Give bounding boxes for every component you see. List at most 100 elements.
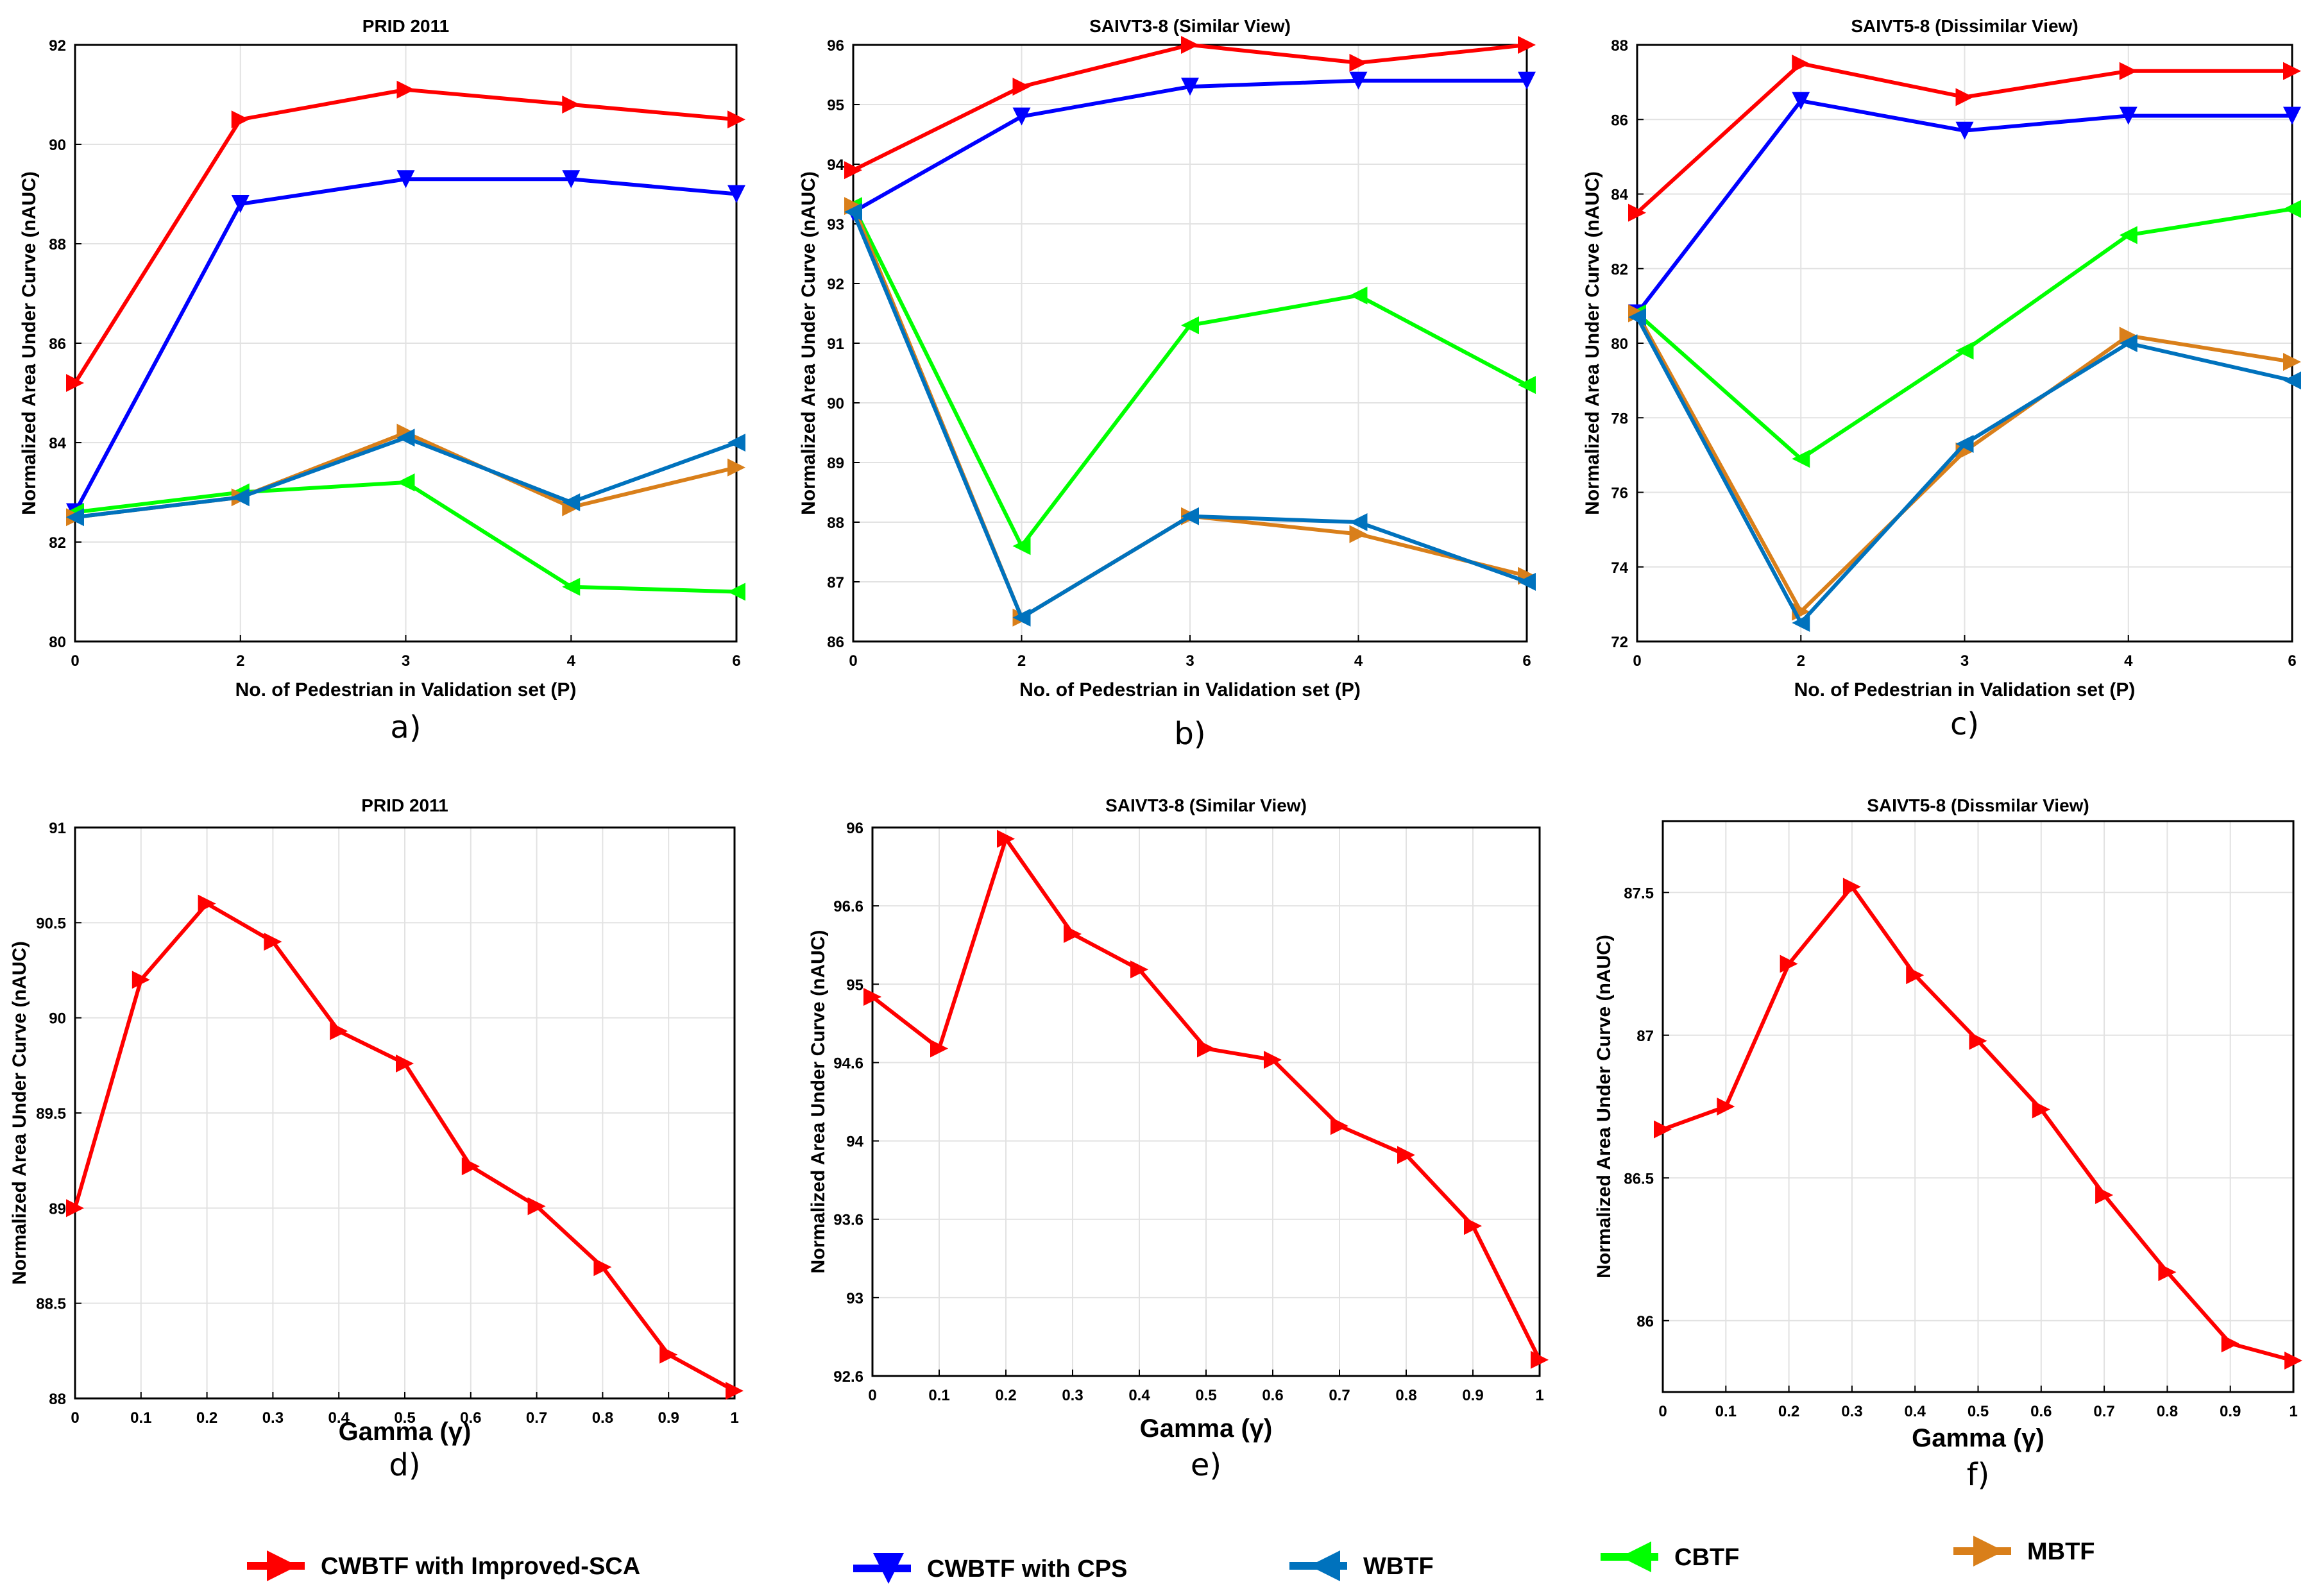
x-tick-label: 1 (1535, 1387, 1543, 1404)
x-tick-label: 0.5 (1968, 1403, 1989, 1420)
y-tick-label: 92 (49, 37, 66, 55)
x-tick-label: 3 (402, 652, 410, 670)
data-point-cbtf (396, 473, 415, 491)
data-point-cwbtf_sca (2221, 1334, 2240, 1353)
legend-label-cbtf: CBTF (1674, 1544, 1739, 1571)
x-tick-label: 0.5 (394, 1409, 415, 1427)
y-tick-label: 82 (49, 534, 66, 552)
data-point-cwbtf_sca (1969, 1031, 1987, 1050)
data-point-cbtf (2119, 226, 2138, 244)
data-point-cwbtf_sca (1842, 878, 1861, 896)
data-point-cwbtf_sca (1264, 1051, 1282, 1069)
y-axis-label: Normalized Area Under Curve (nAUC) (1594, 935, 1615, 1278)
y-axis-label: Normalized Area Under Curve (nAUC) (9, 941, 30, 1285)
panel-label: f) (1967, 1457, 1990, 1493)
data-point-cwbtf_cps (2119, 106, 2138, 125)
y-tick-label: 74 (1611, 559, 1628, 577)
data-point-cwbtf_sca (1531, 1350, 1549, 1369)
data-point-wbtf (562, 493, 581, 511)
data-point-cwbtf_cps (2283, 106, 2301, 125)
x-tick-label: 0.3 (262, 1409, 284, 1427)
data-point-cwbtf_sca (1397, 1146, 1415, 1164)
x-tick-label: 0.3 (1841, 1403, 1862, 1420)
x-tick-label: 0.2 (196, 1409, 217, 1427)
panel-label: b) (1174, 716, 1205, 752)
panel-label: c) (1950, 706, 1979, 742)
x-tick-label: 0.5 (1195, 1387, 1216, 1404)
y-tick-label: 78 (1611, 410, 1628, 427)
data-point-cwbtf_sca (1181, 36, 1199, 54)
data-point-cwbtf_cps (1518, 71, 1536, 90)
x-axis-label: Gamma (γ) (1140, 1414, 1273, 1443)
y-tick-label: 93 (827, 216, 844, 233)
legend-label-mbtf: MBTF (2027, 1538, 2095, 1565)
x-tick-label: 0.3 (1062, 1387, 1083, 1404)
data-point-cwbtf_sca (1906, 966, 1925, 985)
data-point-cwbtf_sca (1654, 1120, 1672, 1139)
y-tick-label: 80 (1611, 335, 1628, 353)
data-point-wbtf (727, 434, 745, 452)
x-tick-label: 0.8 (2157, 1403, 2178, 1420)
y-tick-label: 91 (827, 335, 844, 353)
data-point-cwbtf_sca (2283, 62, 2301, 80)
chart-panel-e: 0 0.1 0.2 0.3 0.4 0.5 0.6 0.7 0.8 0.9 1 92.6 93 93.6 9… (808, 795, 1549, 1483)
chart-title: SAIVT3-8 (Similar View) (1089, 16, 1291, 36)
x-tick-label: 3 (1186, 652, 1194, 670)
data-point-cbtf (1955, 341, 1974, 360)
data-point-cwbtf_sca (1780, 955, 1798, 973)
legend: CWBTF with Improved-SCA CWBTF with CPS WBT… (247, 1536, 2095, 1584)
y-tick-label: 96 (846, 820, 863, 837)
legend-item-cwbtf_sca: CWBTF with Improved-SCA (247, 1550, 640, 1581)
x-axis-label: Gamma (γ) (339, 1418, 472, 1446)
data-point-cbtf (1181, 316, 1199, 335)
x-tick-label: 2 (1017, 652, 1026, 670)
y-tick-label: 88 (1611, 37, 1628, 55)
left-triangle-marker (1620, 1541, 1651, 1572)
data-point-cwbtf_sca (593, 1258, 612, 1277)
chart-title: SAIVT5-8 (Dissimilar View) (1851, 16, 2078, 36)
x-axis-label: No. of Pedestrian in Validation set (P) (1794, 679, 2136, 700)
y-tick-label: 86.5 (1624, 1170, 1654, 1187)
x-tick-label: 6 (732, 652, 740, 670)
y-tick-label: 86 (827, 634, 844, 651)
x-tick-label: 0.6 (2030, 1403, 2052, 1420)
x-tick-label: 0.1 (1715, 1403, 1737, 1420)
data-point-cwbtf_sca (1197, 1039, 1215, 1058)
data-point-cwbtf_sca (264, 933, 282, 951)
y-tick-label: 82 (1611, 261, 1628, 278)
data-point-cwbtf_sca (396, 1054, 414, 1073)
down-triangle-marker (873, 1553, 904, 1584)
data-point-cwbtf_sca (1518, 36, 1536, 54)
y-axis-label: Normalized Area Under Curve (nAUC) (1582, 171, 1603, 515)
panel-label: a) (390, 709, 421, 745)
data-point-cwbtf_sca (863, 988, 881, 1006)
x-tick-label: 6 (1522, 652, 1531, 670)
data-point-mbtf (727, 458, 745, 477)
y-tick-label: 84 (49, 435, 66, 452)
y-tick-label: 89.5 (36, 1105, 66, 1123)
panel-label: e) (1191, 1447, 1221, 1483)
x-tick-label: 0 (71, 1409, 79, 1427)
y-axis-label: Normalized Area Under Curve (nAUC) (19, 171, 40, 515)
chart-panel-f: 0 0.1 0.2 0.3 0.4 0.5 0.6 0.7 0.8 0.9 1 86 86.5 87 87.… (1594, 795, 2302, 1493)
data-point-cwbtf_sca (1349, 53, 1368, 72)
data-point-cwbtf_cps (1955, 121, 1974, 140)
data-point-wbtf (1012, 608, 1031, 627)
data-point-cbtf (1792, 450, 1810, 468)
y-tick-label: 87 (1636, 1028, 1654, 1045)
y-tick-label: 89 (49, 1200, 66, 1218)
y-tick-label: 88 (827, 514, 844, 532)
data-point-cwbtf_sca (231, 110, 250, 129)
data-point-mbtf (2283, 353, 2301, 371)
chart-title: PRID 2011 (362, 16, 449, 36)
y-tick-label: 87.5 (1624, 885, 1654, 902)
data-point-cwbtf_sca (527, 1197, 546, 1216)
data-point-cwbtf_sca (659, 1345, 678, 1364)
y-tick-label: 96.6 (833, 898, 863, 915)
x-tick-label: 0.4 (328, 1409, 350, 1427)
data-point-wbtf (1955, 434, 1974, 453)
x-tick-label: 0.4 (1905, 1403, 1926, 1420)
data-point-wbtf (1518, 573, 1536, 591)
data-point-cbtf (2283, 200, 2301, 218)
y-tick-label: 94 (846, 1133, 863, 1151)
